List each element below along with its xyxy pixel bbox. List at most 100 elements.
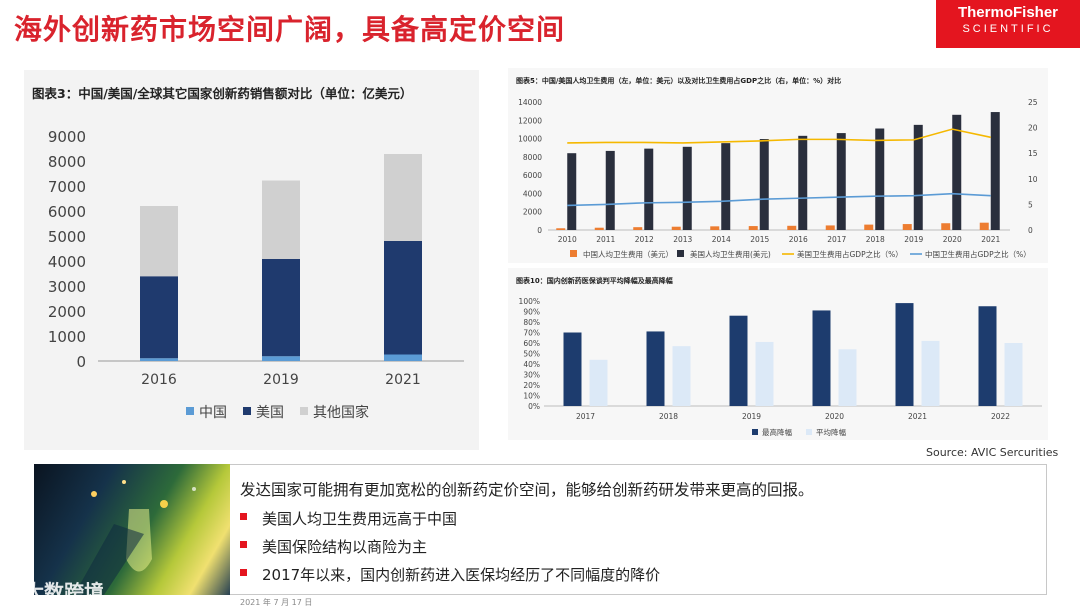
summary-text: 发达国家可能拥有更加宽松的创新药定价空间，能够给创新药研发带来更高的回报。 美国… [240, 478, 814, 592]
y-tick-label: 0 [537, 226, 542, 235]
bar [990, 112, 1000, 230]
bar [556, 228, 566, 230]
y-tick-label: 20% [523, 381, 540, 390]
bar-segment [384, 241, 422, 355]
summary-lead: 发达国家可能拥有更加宽松的创新药定价空间，能够给创新药研发带来更高的回报。 [240, 481, 814, 499]
figure-3-chart: 0 1000 2000 3000 4000 5000 6000 7000 8000 9000 201… [48, 128, 464, 421]
y-tick-label: 30% [523, 371, 540, 380]
y-tick-label: 8000 [48, 153, 86, 171]
legend-swatch [300, 407, 308, 415]
x-tick-label: 2010 [558, 235, 577, 244]
legend-label: 中国卫生费用占GDP之比（%） [925, 249, 1031, 259]
y-tick-label: 12000 [518, 116, 542, 125]
x-tick-label: 2021 [981, 235, 1000, 244]
lab-photo-graphic [74, 480, 196, 595]
legend-label: 平均降幅 [816, 427, 846, 437]
y2-tick-label: 25 [1028, 98, 1038, 107]
bullet-text: 美国保险结构以商险为主 [262, 538, 428, 556]
figure-5-chart: 0 2000 4000 6000 8000 10000 12000 14000 0 5 10 15 20… [518, 98, 1038, 259]
x-tick-label: 2018 [659, 412, 678, 421]
x-tick-label: 2020 [825, 412, 844, 421]
x-tick-label: 2011 [596, 235, 615, 244]
bullet-square-icon [240, 541, 247, 548]
bar [913, 124, 923, 230]
y2-tick-label: 5 [1028, 200, 1033, 209]
bar [682, 146, 692, 230]
bar [605, 150, 615, 230]
bar [759, 139, 769, 230]
bar [755, 341, 774, 406]
bar [672, 346, 691, 406]
figure-10-caption: 图表10：国内创新药医保谈判平均降幅及最高降幅 [516, 277, 673, 285]
figure-10-chart: 0%10% 20%30% 40%50% 60%70% 80%90% 100% 2017 201… [519, 297, 1042, 437]
bar [838, 349, 857, 406]
x-tick-label: 2021 [908, 412, 927, 421]
legend-swatch [752, 429, 758, 435]
y-tick-label: 4000 [48, 253, 86, 271]
bar-segment [262, 180, 300, 259]
x-tick-label: 2016 [141, 372, 177, 388]
bar-segment [384, 154, 422, 241]
bar [748, 226, 758, 230]
logo-line2: SCIENTIFIC [962, 23, 1054, 35]
y-tick-label: 40% [523, 360, 540, 369]
y-tick-label: 100% [519, 297, 540, 306]
watermark: 大数跨境 [24, 580, 104, 604]
bar [646, 331, 665, 406]
y-tick-label: 6000 [523, 171, 542, 180]
bar [798, 135, 808, 230]
bar [710, 226, 720, 230]
thermo-fisher-logo: ThermoFisher SCIENTIFIC [936, 0, 1080, 48]
y-tick-label: 1000 [48, 328, 86, 346]
y-tick-label: 10000 [518, 135, 542, 144]
bar [594, 227, 604, 230]
figure-10-panel: 图表10：国内创新药医保谈判平均降幅及最高降幅 0% 10% 20% 30% 40% 50… [508, 268, 1048, 440]
bar [671, 226, 681, 230]
series-line [567, 128, 991, 144]
bar [895, 303, 914, 406]
bar [563, 332, 582, 406]
legend-swatch [243, 407, 251, 415]
bar [1004, 343, 1023, 406]
legend-label: 中国人均卫生费用（美元） [583, 249, 673, 259]
bar [864, 224, 874, 230]
bar [644, 148, 654, 230]
bar-segment [140, 206, 178, 277]
y-tick-label: 0% [528, 402, 540, 411]
lab-photo [34, 464, 230, 595]
x-tick-label: 2019 [742, 412, 761, 421]
bullet-square-icon [240, 513, 247, 520]
y-tick-label: 60% [523, 339, 540, 348]
bullet-item: 2017年以来，国内创新药进入医保均经历了不同幅度的降价 [240, 564, 814, 585]
bullet-item: 美国人均卫生费用远高于中国 [240, 508, 814, 529]
y-tick-label: 14000 [518, 98, 542, 107]
page-title: 海外创新药市场空间广阔，具备高定价空间 [14, 13, 566, 46]
figure-5-caption: 图表5：中国/美国人均卫生费用（左，单位：美元）以及对比卫生费用占GDP之比（右… [516, 77, 842, 85]
bar-segment [140, 358, 178, 361]
y-tick-label: 2000 [48, 303, 86, 321]
legend-swatch [186, 407, 194, 415]
x-tick-label: 2019 [263, 372, 299, 388]
bar [589, 359, 608, 406]
bar [836, 133, 846, 230]
logo-line1: ThermoFisher [957, 4, 1059, 21]
figure-3-panel: 图表3：中国/美国/全球其它国家创新药销售额对比（单位：亿美元） 0 1000 20… [24, 70, 479, 450]
x-tick-label: 2018 [866, 235, 885, 244]
bar [825, 225, 835, 230]
x-tick-label: 2019 [904, 235, 923, 244]
x-tick-label: 2016 [789, 235, 808, 244]
bar [787, 225, 797, 230]
x-tick-label: 2015 [750, 235, 769, 244]
legend-swatch [677, 250, 684, 257]
bar [721, 143, 731, 230]
legend-swatch [806, 429, 812, 435]
bar [952, 114, 962, 230]
bullet-text: 美国人均卫生费用远高于中国 [262, 510, 458, 528]
x-tick-label: 2021 [385, 372, 421, 388]
bar [729, 315, 748, 406]
y-tick-label: 0 [76, 353, 86, 371]
bar [812, 310, 831, 406]
y2-tick-label: 10 [1028, 175, 1038, 184]
y-tick-label: 8000 [523, 153, 542, 162]
legend-label: 其他国家 [313, 404, 369, 421]
